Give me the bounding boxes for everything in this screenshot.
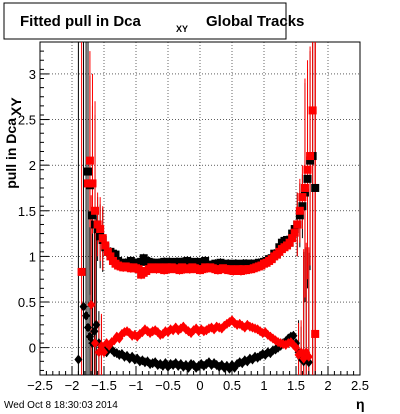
- x-axis: −2.5 −2 −1.5 −1 −0.5 0 0.5 1 1.5 2 2.5: [27, 366, 369, 393]
- timestamp: Wed Oct 8 18:30:03 2014: [4, 400, 118, 411]
- data-point-square: [306, 156, 315, 165]
- data-point-square: [88, 179, 97, 188]
- x-tick-label: 2.5: [351, 378, 369, 393]
- data-point-diamond: [311, 328, 320, 339]
- title-subscript: XY: [176, 24, 188, 34]
- data-point-square: [101, 241, 110, 250]
- y-tick-label: 2.5: [18, 113, 36, 128]
- data-point-square: [106, 252, 115, 261]
- data-point-square: [84, 179, 92, 188]
- data-point-square: [85, 156, 94, 165]
- x-axis-title: η: [356, 396, 365, 412]
- data-point-square: [91, 206, 100, 215]
- title-box: Fitted pull in Dca XY Global Tracks: [3, 2, 304, 40]
- data-point-square: [293, 220, 302, 229]
- y-tick-label: 0.5: [18, 295, 36, 310]
- title-main: Fitted pull in Dca: [20, 13, 141, 30]
- data-point-diamond: [82, 310, 91, 321]
- x-tick-label: 2: [324, 378, 331, 393]
- data-point-square: [295, 206, 304, 215]
- data-point-square: [93, 220, 102, 229]
- data-point-square: [285, 238, 294, 247]
- data-point-diamond: [292, 342, 300, 353]
- data-point-diamond: [92, 319, 101, 330]
- x-tick-label: 1.5: [287, 378, 305, 393]
- y-axis-title-main: pull in Dca: [3, 118, 19, 189]
- data-point-square: [98, 234, 107, 243]
- x-tick-label: 0.5: [223, 378, 241, 393]
- y-axis-title-subscript: XY: [8, 97, 24, 116]
- data-point-square: [290, 228, 299, 237]
- data-point-square: [111, 250, 120, 259]
- data-point-square: [288, 234, 297, 243]
- x-tick-label: −1.5: [91, 378, 117, 393]
- y-axis: 0 0.5 1 1.5 2 2.5 3: [18, 50, 49, 371]
- y-tick-label: 1.5: [18, 204, 36, 219]
- data-point-square: [298, 202, 307, 211]
- x-tick-label: 0: [196, 378, 203, 393]
- y-tick-label: 2: [29, 158, 36, 173]
- y-axis-title: pull in Dca XY: [3, 97, 24, 189]
- data-point-square: [303, 174, 312, 183]
- data-point-diamond: [304, 357, 313, 368]
- grid: [40, 42, 360, 375]
- data-point-square: [96, 225, 105, 234]
- y-tick-label: 0: [29, 341, 36, 356]
- data-point-square: [300, 188, 309, 197]
- data-point-square: [134, 265, 143, 274]
- title-frame: [3, 2, 287, 40]
- x-tick-label: −2: [65, 378, 80, 393]
- series-layer: [74, 106, 320, 374]
- data-point-square: [84, 167, 92, 176]
- data-point-square: [298, 193, 307, 202]
- data-point-square: [88, 211, 97, 220]
- data-point-square: [77, 267, 86, 276]
- data-point-diamond: [91, 338, 100, 349]
- data-point-square: [311, 183, 320, 192]
- x-tick-label: −1: [129, 378, 144, 393]
- data-point-diamond: [79, 301, 88, 312]
- x-tick-label: −0.5: [155, 378, 181, 393]
- data-point-diamond: [248, 354, 257, 365]
- y-tick-label: 3: [29, 67, 36, 82]
- x-tick-label: 1: [260, 378, 267, 393]
- data-point-square: [306, 152, 315, 161]
- title-suffix: Global Tracks: [206, 13, 304, 30]
- data-point-square: [103, 247, 112, 256]
- data-point-square: [303, 165, 312, 174]
- data-point-diamond: [87, 299, 96, 310]
- data-point-diamond: [84, 322, 92, 333]
- data-point-diamond: [100, 347, 108, 358]
- data-point-square: [300, 183, 309, 192]
- y-tick-label: 1: [29, 249, 36, 264]
- data-point-square: [295, 211, 304, 220]
- x-tick-label: −2.5: [27, 378, 53, 393]
- data-point-diamond: [304, 351, 313, 362]
- data-point-square: [308, 106, 317, 115]
- data-point-diamond: [74, 354, 83, 365]
